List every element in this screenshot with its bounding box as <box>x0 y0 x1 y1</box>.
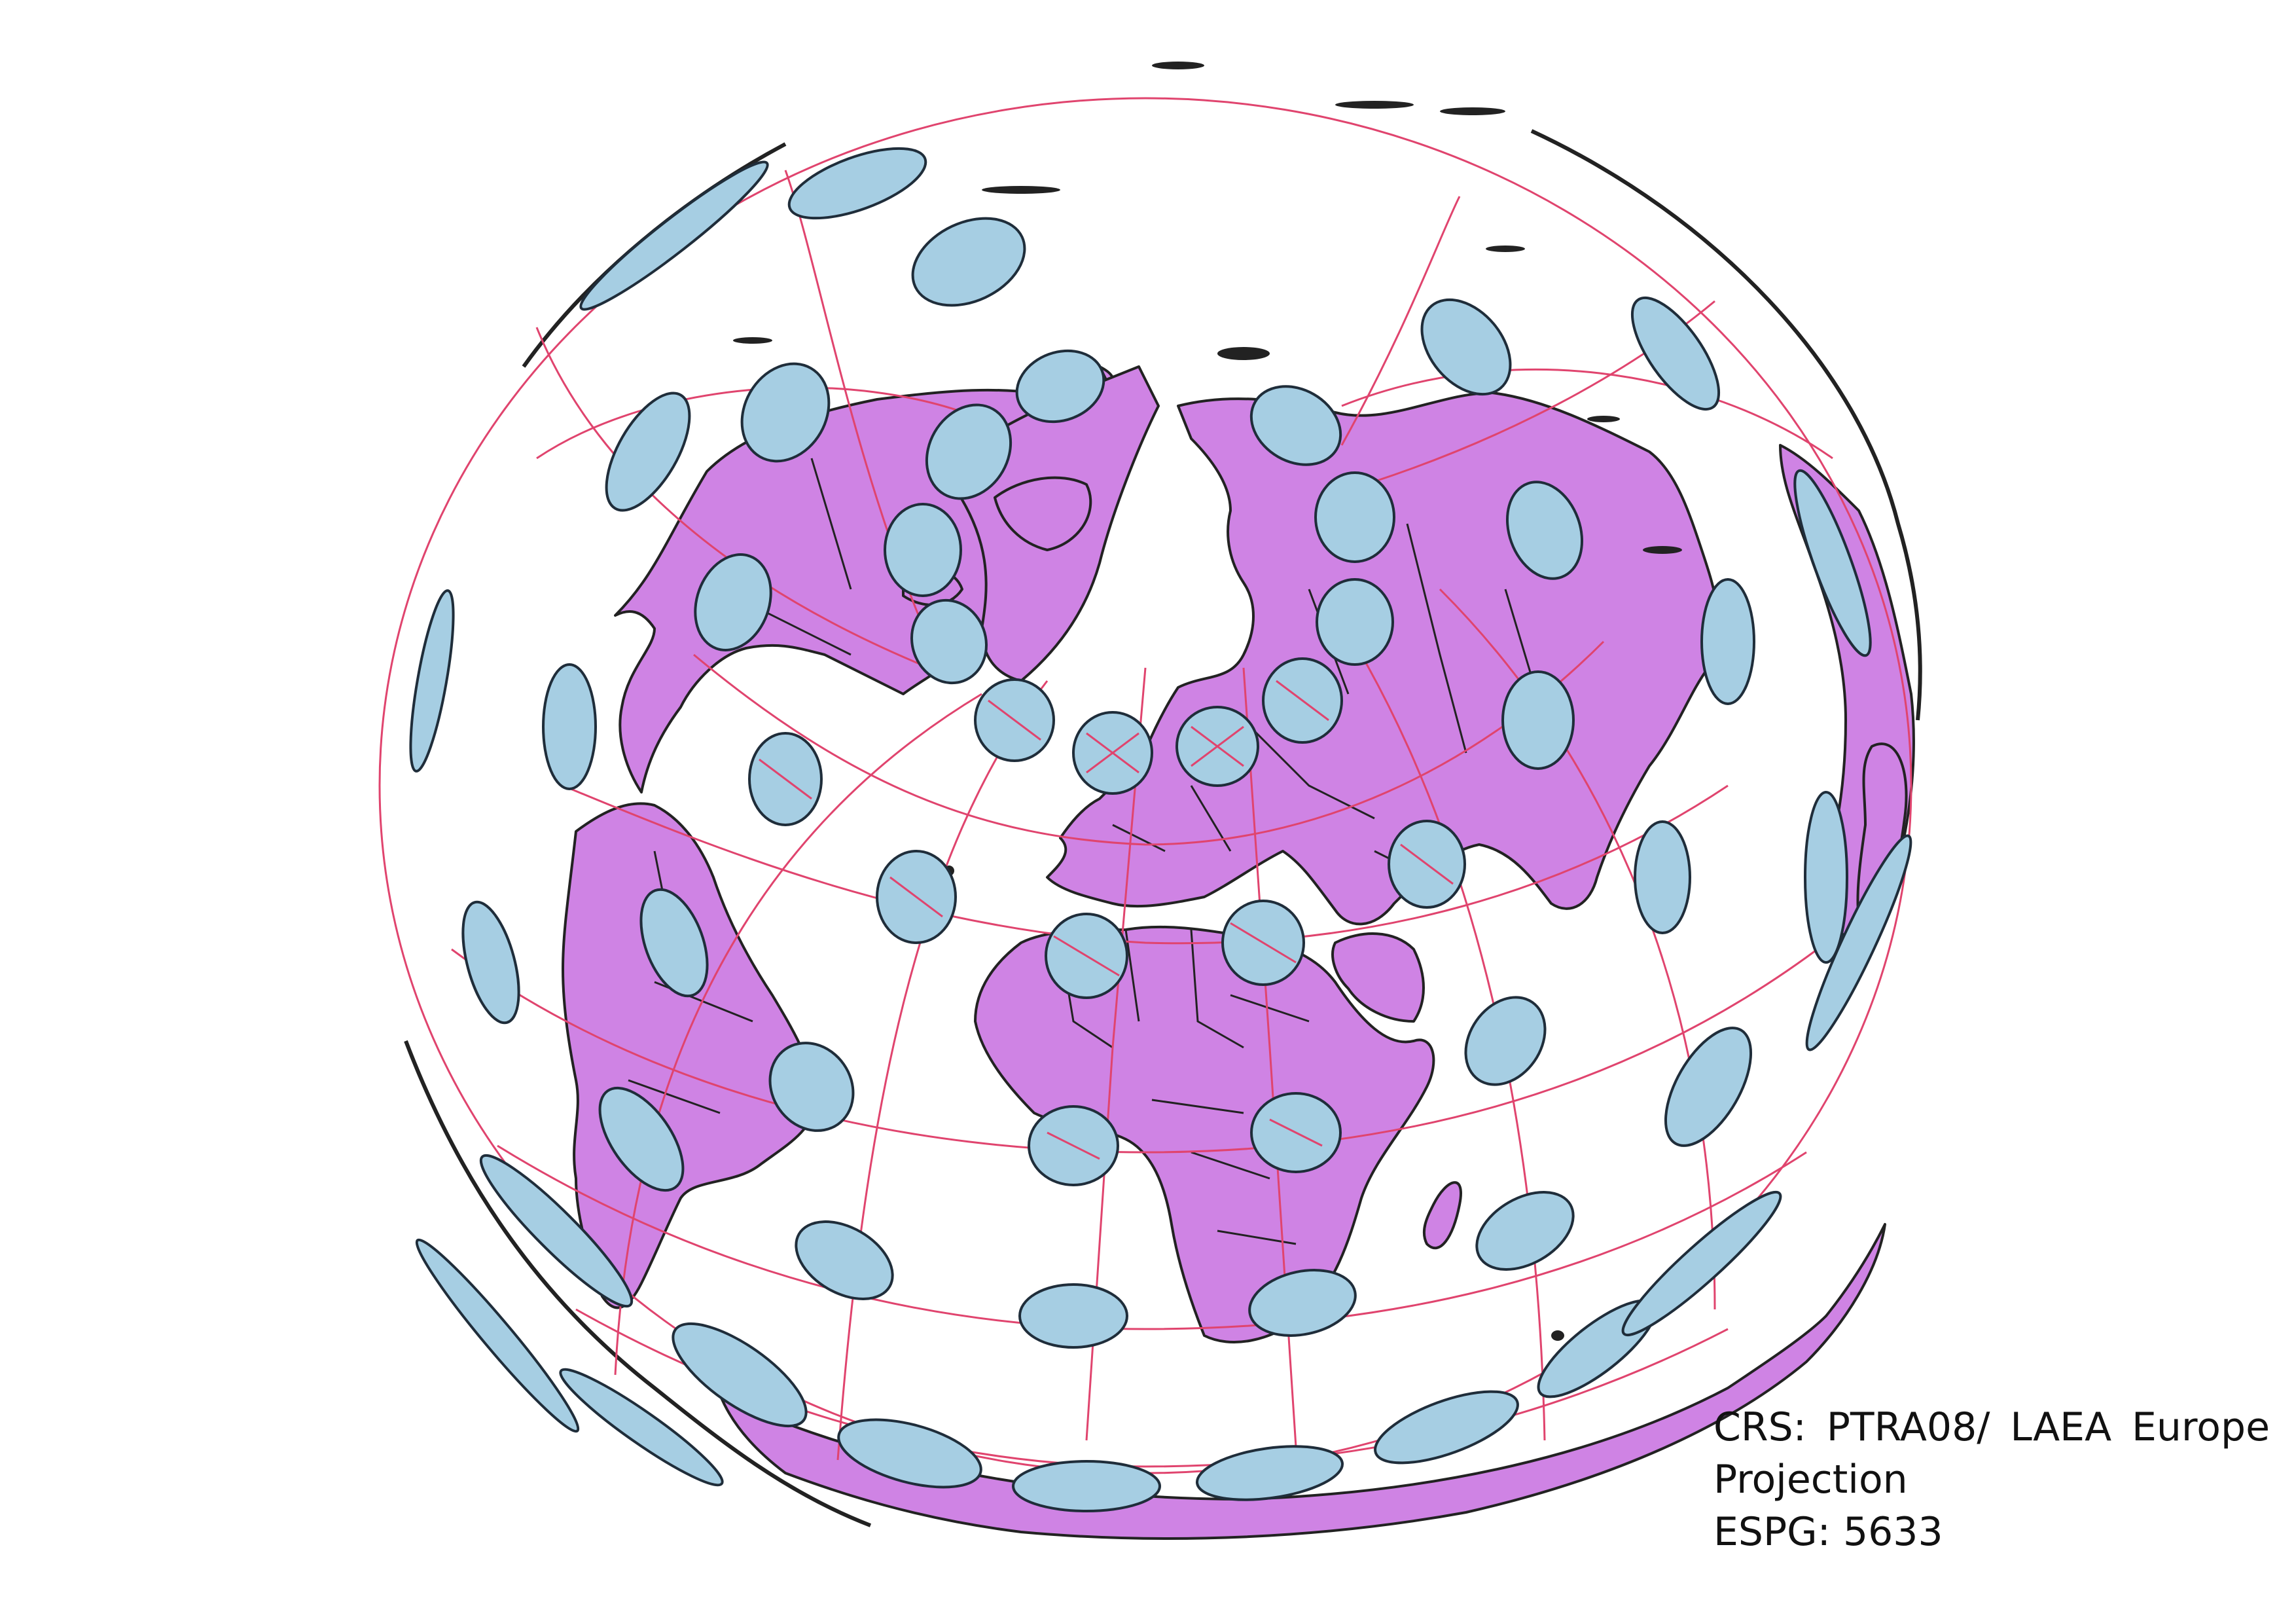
tissot-ellipse <box>1374 1390 1519 1465</box>
arctic-islands <box>994 476 1092 551</box>
tissot-ellipse <box>1804 791 1848 964</box>
tissot-ellipse <box>579 160 769 311</box>
meridian-line <box>614 693 982 1376</box>
tissot-ellipse <box>639 888 709 998</box>
parallel-line <box>562 784 1729 945</box>
tissot-crosses <box>759 680 1454 1160</box>
speck <box>1440 107 1505 115</box>
tissot-ellipse <box>1012 1460 1161 1512</box>
madagascar <box>1422 1181 1462 1250</box>
meridian-line <box>836 680 1049 1461</box>
tissot-ellipse <box>1475 1191 1575 1271</box>
tissot-ellipse <box>1793 469 1872 657</box>
tissot-ellipse <box>1501 670 1575 770</box>
tissot-ellipse <box>1420 298 1512 396</box>
tissot-ellipse <box>672 1322 808 1428</box>
tissot-ellipse <box>694 553 772 651</box>
tissot-ellipse <box>1805 834 1912 1051</box>
tissot-ellipse <box>409 589 455 773</box>
tissot-ellipse <box>1621 1190 1782 1337</box>
projection-line: Projection <box>1713 1457 1908 1503</box>
tissot-ellipse <box>1195 1445 1344 1501</box>
speck <box>1486 246 1525 252</box>
tissot-ellipse <box>884 503 962 597</box>
tissot-ellipse <box>1249 385 1342 466</box>
speck <box>1551 1330 1564 1341</box>
speck <box>1217 347 1270 360</box>
meridian-line <box>1340 196 1461 446</box>
epsg-line: ESPG: 5633 <box>1713 1509 1943 1555</box>
speck <box>1152 62 1204 69</box>
arabia <box>1331 932 1425 1023</box>
tissot-ellipse <box>768 1042 855 1132</box>
tissot-ellipse <box>787 147 927 220</box>
south-america <box>562 802 819 1309</box>
meridian-line <box>535 327 963 682</box>
speck <box>982 186 1060 194</box>
tissot-ellipse <box>1700 578 1755 705</box>
tissot-ellipse <box>1316 578 1394 666</box>
crs-caption: CRS: PTRA08/ LAEA Europe Projection ESPG… <box>1713 1401 2270 1558</box>
parallel-line <box>451 941 1827 1154</box>
tissot-ellipse <box>1314 471 1395 563</box>
tissot-ellipse <box>740 362 831 463</box>
speck <box>1587 416 1620 422</box>
speck <box>1643 546 1682 554</box>
edge-arc <box>1530 129 1922 721</box>
meridian-line <box>1360 654 1546 1441</box>
speck <box>733 337 772 344</box>
tissot-ellipse <box>1505 481 1584 580</box>
tissot-ellipse <box>1664 1027 1753 1147</box>
tissot-ellipse <box>415 1238 580 1433</box>
tissot-ellipse <box>925 403 1013 500</box>
speck <box>1335 101 1414 109</box>
tissot-ellipse <box>1018 1283 1128 1349</box>
tissot-layer <box>409 147 1912 1512</box>
edge-arc <box>404 1040 872 1527</box>
tissot-ellipse <box>559 1368 724 1487</box>
tissot-ellipse <box>1630 296 1721 411</box>
tissot-ellipse <box>461 900 520 1025</box>
tissot-ellipse <box>1464 996 1547 1086</box>
tissot-ellipse <box>1248 1269 1357 1337</box>
tissot-ellipse <box>542 663 597 790</box>
tissot-cross <box>759 680 1454 1160</box>
tissot-ellipse <box>1634 820 1691 934</box>
tissot-ellipse <box>605 392 691 512</box>
parallel-line <box>497 1144 1807 1330</box>
tissot-ellipse <box>795 1220 894 1300</box>
tissot-ellipse <box>1015 349 1105 424</box>
tissot-ellipse <box>598 1086 685 1192</box>
tissot-ellipse <box>479 1154 634 1308</box>
tissot-ellipse <box>911 217 1026 307</box>
crs-line: CRS: PTRA08/ LAEA Europe <box>1713 1404 2270 1450</box>
tissot-ellipse <box>837 1418 982 1489</box>
parallel-line <box>693 640 1605 846</box>
tissot-ellipse <box>910 598 988 685</box>
